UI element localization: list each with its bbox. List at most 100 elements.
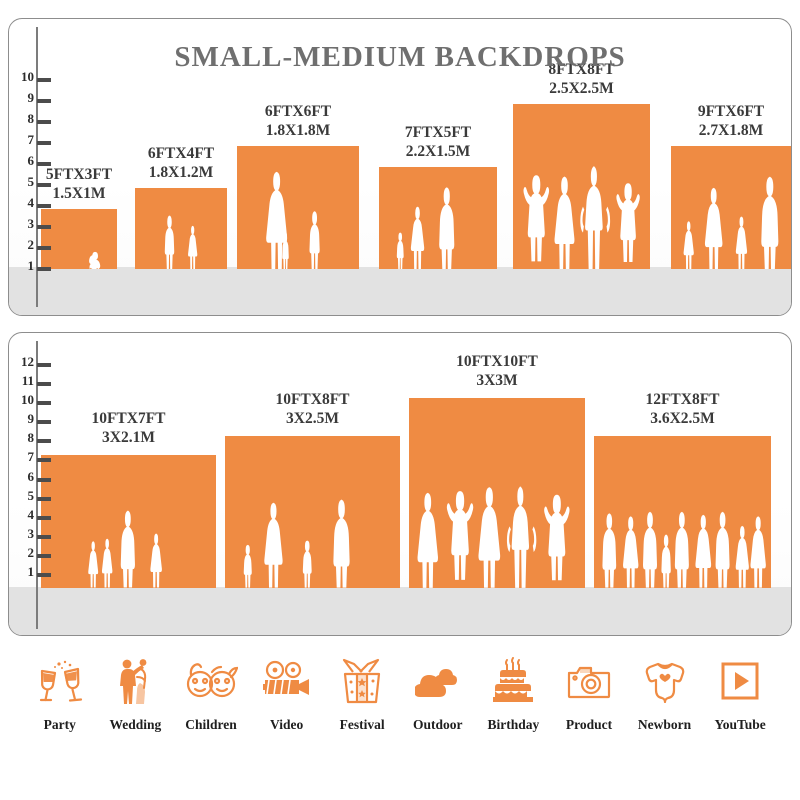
bar-size-feet: 10FTX10FT <box>456 353 538 371</box>
backdrop-size-bar[interactable] <box>225 436 400 588</box>
backdrop-size-bar[interactable] <box>513 104 650 269</box>
y-axis-tick-label: 3 <box>27 525 35 541</box>
backdrop-size-bar[interactable] <box>237 146 359 269</box>
y-axis-tick-label: 5 <box>27 174 35 189</box>
use-case-item-newborn[interactable]: Newborn <box>627 655 703 733</box>
y-axis-tick <box>37 382 51 387</box>
use-case-item-festival[interactable]: Festival <box>324 655 400 733</box>
use-case-item-outdoor[interactable]: Outdoor <box>400 655 476 733</box>
person-silhouette-group <box>409 398 585 588</box>
y-axis-tick-label: 11 <box>21 373 34 389</box>
page-title: SMALL-MEDIUM BACKDROPS <box>174 41 626 73</box>
use-case-label: Outdoor <box>413 717 463 732</box>
y-axis-tick-label: 1 <box>27 258 35 273</box>
use-case-item-wedding[interactable]: Wedding <box>98 655 174 733</box>
bar-size-label: 8FTX8FT 2.5X2.5M <box>487 60 676 98</box>
chart-floor-band <box>9 587 791 635</box>
y-axis-tick-label: 2 <box>27 237 35 252</box>
camera-icon <box>561 655 617 707</box>
person-silhouette-group <box>41 209 117 269</box>
y-axis-tick-label: 8 <box>27 111 35 126</box>
y-axis-tick-label: 6 <box>27 153 35 168</box>
bar-size-meters: 2.7X1.8M <box>698 122 764 139</box>
bar-size-meters: 3.6X2.5M <box>650 410 715 428</box>
y-axis-tick-label: 12 <box>21 354 34 369</box>
use-case-label: Festival <box>339 717 385 732</box>
backdrop-size-bar[interactable] <box>135 188 227 269</box>
backdrop-size-bar[interactable] <box>379 167 497 269</box>
y-axis-tick-label: 9 <box>27 90 35 105</box>
use-case-label: Wedding <box>109 717 162 732</box>
bar-size-meters: 2.5X2.5M <box>549 80 614 97</box>
bar-size-feet: 6FTX6FT <box>264 103 332 120</box>
person-silhouette-group <box>41 455 216 588</box>
bar-size-label: 6FTX4FT 1.8X1.2M <box>109 144 253 182</box>
y-axis-line <box>36 341 38 629</box>
y-axis-tick-label: 4 <box>27 195 35 210</box>
person-silhouette-group <box>379 167 497 269</box>
bar-size-meters: 3X2.5M <box>286 410 339 428</box>
person-silhouette-group <box>671 146 791 269</box>
use-case-item-product[interactable]: Product <box>551 655 627 733</box>
use-case-item-children[interactable]: Children <box>173 655 249 733</box>
y-axis-tick <box>37 515 51 520</box>
bar-size-feet: 12FTX8FT <box>645 391 720 409</box>
use-case-icon-strip: Party Wedding <box>8 655 792 765</box>
backdrop-size-bar[interactable] <box>671 146 791 269</box>
y-axis-line <box>36 27 38 307</box>
y-axis-tick <box>37 553 51 558</box>
use-case-item-youtube[interactable]: YouTube <box>702 655 778 733</box>
use-case-item-birthday[interactable]: Birthday <box>476 655 552 733</box>
bar-size-label: 10FTX10FT 3X3M <box>389 352 605 390</box>
bar-size-feet: 10FTX8FT <box>275 391 350 409</box>
baby-onesie-icon <box>637 655 693 707</box>
y-axis-tick-label: 1 <box>27 564 35 579</box>
use-case-label: Newborn <box>637 717 692 732</box>
use-case-item-video[interactable]: Video <box>249 655 325 733</box>
use-case-label: YouTube <box>714 717 766 732</box>
y-axis-tick-label: 10 <box>21 69 34 84</box>
y-axis-tick <box>37 183 51 187</box>
use-case-label: Product <box>565 717 613 732</box>
y-axis-tick-label: 4 <box>27 506 35 522</box>
bar-size-label: 10FTX8FT 3X2.5M <box>205 390 420 428</box>
y-axis-tick <box>37 458 51 463</box>
use-case-label: Birthday <box>487 717 540 732</box>
birthday-cake-icon <box>485 655 541 707</box>
use-case-item-party[interactable]: Party <box>22 655 98 733</box>
backdrop-size-bar[interactable] <box>594 436 771 588</box>
bar-size-label: 6FTX6FT 1.8X1.8M <box>211 102 385 140</box>
play-button-icon <box>712 655 768 707</box>
y-axis-tick-label: 7 <box>27 132 35 147</box>
bar-size-feet: 9FTX6FT <box>697 103 765 120</box>
y-axis-tick <box>37 439 51 444</box>
backdrop-size-bar[interactable] <box>41 209 117 269</box>
y-axis-tick <box>37 534 51 539</box>
bar-size-meters: 3X2.1M <box>102 429 155 447</box>
bar-size-label: 7FTX5FT 2.2X1.5M <box>353 123 523 161</box>
bar-size-label: 10FTX7FT 3X2.1M <box>21 409 236 447</box>
bar-size-label: 12FTX8FT 3.6X2.5M <box>574 390 791 428</box>
y-axis-tick <box>37 204 51 208</box>
champagne-glasses-icon <box>32 655 88 707</box>
person-silhouette-group <box>513 104 650 269</box>
person-silhouette-group <box>237 146 359 269</box>
person-silhouette-group <box>594 436 771 588</box>
y-axis-tick <box>37 120 51 124</box>
chart-floor-band <box>9 267 791 315</box>
bar-size-meters: 2.2X1.5M <box>405 143 471 160</box>
bar-size-meters: 3X3M <box>476 372 518 390</box>
y-axis-top: 10 9 8 7 6 5 4 3 2 1 <box>9 19 51 315</box>
backdrop-size-bar[interactable] <box>409 398 585 588</box>
y-axis-tick <box>37 246 51 250</box>
large-backdrops-chart-panel: 12 11 10 9 8 7 6 5 4 3 2 1 10FTX7FT 3X2.1M 10FTX8FT 3X… <box>8 332 792 636</box>
y-axis-tick-label: 7 <box>27 449 35 465</box>
y-axis-tick <box>37 401 51 406</box>
y-axis-tick <box>37 496 51 501</box>
person-silhouette-group <box>135 188 227 269</box>
bar-size-label: 5FTX3FT 1.5X1M <box>15 165 143 203</box>
backdrop-size-bar[interactable] <box>41 455 216 588</box>
bar-size-feet: 10FTX7FT <box>91 410 166 428</box>
small-medium-backdrops-chart-panel: SMALL-MEDIUM BACKDROPS 10 9 8 7 6 5 4 3 2 1 5FTX3… <box>8 18 792 316</box>
bar-size-meters: 1.5X1M <box>52 185 106 202</box>
